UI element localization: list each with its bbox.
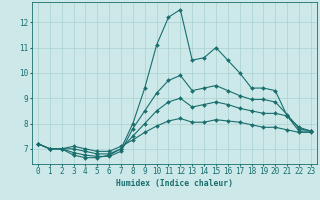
X-axis label: Humidex (Indice chaleur): Humidex (Indice chaleur): [116, 179, 233, 188]
